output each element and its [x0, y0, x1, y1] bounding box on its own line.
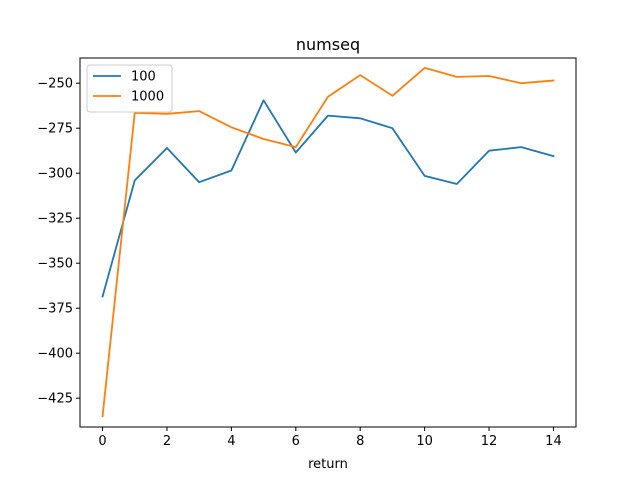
series-line-100 [101, 99, 555, 298]
x-tick-label: 6 [292, 434, 300, 449]
y-tick-label: −425 [37, 392, 73, 407]
x-tick-label: 2 [163, 434, 171, 449]
x-tick-label: 4 [227, 434, 235, 449]
legend-box [86, 64, 173, 113]
y-tick-label: −275 [37, 122, 73, 137]
legend-label-100: 100 [131, 70, 156, 85]
x-tick-label: 12 [481, 434, 498, 449]
x-tick-label: 14 [545, 434, 562, 449]
x-tick-label: 0 [98, 434, 106, 449]
series-line-1000 [101, 67, 555, 418]
legend-label-1000: 1000 [131, 90, 164, 105]
y-tick-label: −250 [37, 77, 73, 92]
y-tick-label: −300 [37, 167, 73, 182]
y-tick-label: −400 [37, 347, 73, 362]
x-tick-label: 10 [416, 434, 433, 449]
y-tick-label: −375 [37, 302, 73, 317]
axes-frame [79, 57, 577, 428]
x-tick-label: 8 [356, 434, 364, 449]
x-axis-label: return [308, 457, 348, 472]
y-tick-label: −350 [37, 257, 73, 272]
legend: 100 1000 [86, 64, 173, 113]
plot-area [101, 67, 555, 418]
y-tick-label: −325 [37, 212, 73, 227]
chart-title: numseq [296, 35, 360, 54]
